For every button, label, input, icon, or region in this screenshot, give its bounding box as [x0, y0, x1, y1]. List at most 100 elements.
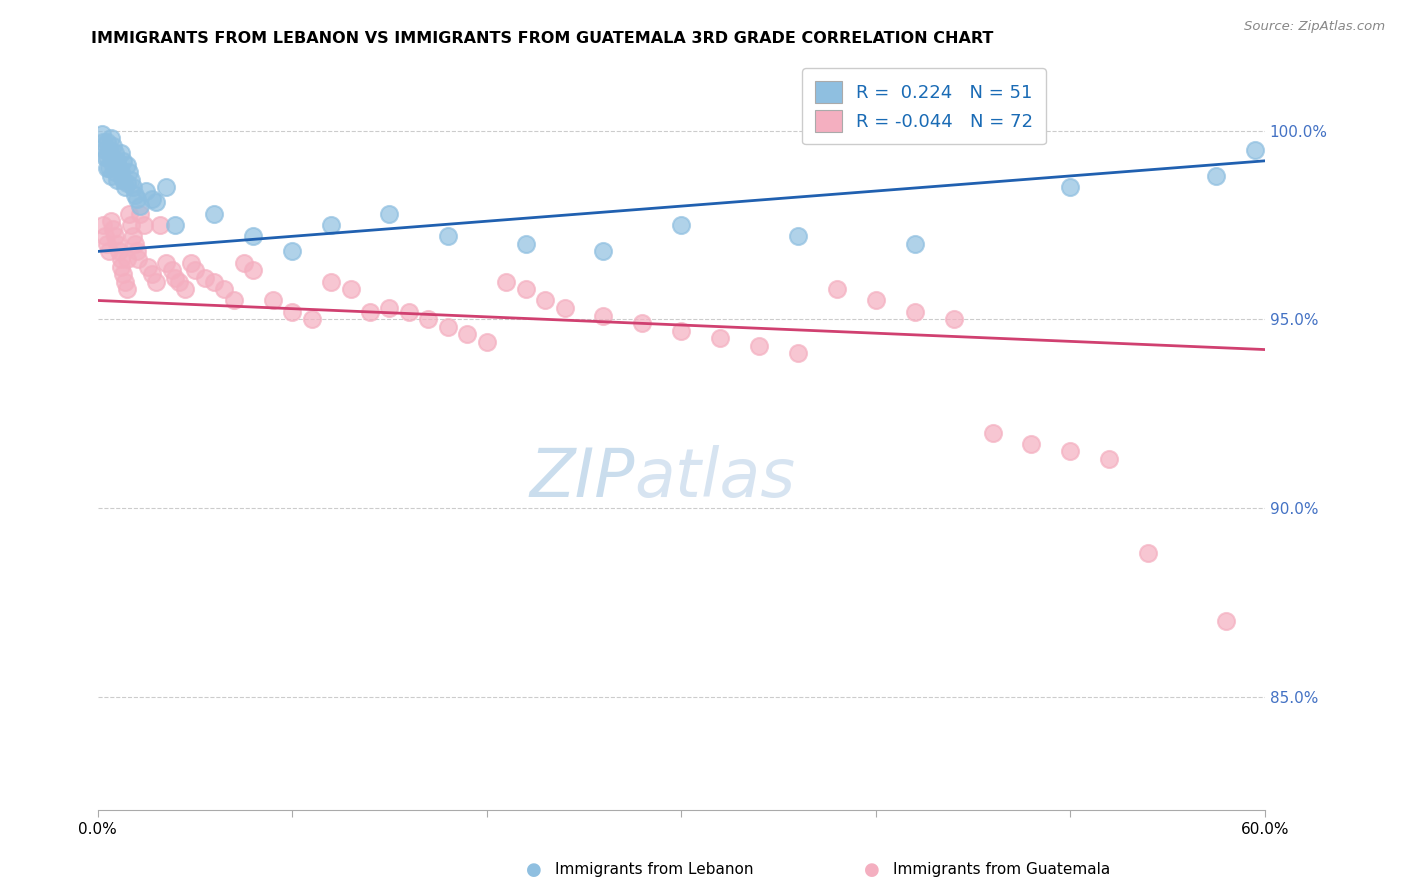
Point — [128, 252, 150, 266]
Point — [904, 236, 927, 251]
Point — [108, 161, 131, 176]
Point — [120, 172, 142, 186]
Point — [1059, 180, 1081, 194]
Point — [202, 275, 225, 289]
Point — [96, 161, 118, 176]
Point — [301, 312, 323, 326]
Point — [592, 244, 614, 259]
Point — [93, 135, 115, 149]
Point — [115, 282, 138, 296]
Point — [554, 301, 576, 315]
Point — [104, 146, 127, 161]
Point — [103, 221, 125, 235]
Point — [174, 282, 197, 296]
Point — [129, 207, 152, 221]
Point — [98, 161, 121, 176]
Point — [104, 165, 127, 179]
Point — [180, 256, 202, 270]
Point — [94, 150, 117, 164]
Point — [100, 131, 122, 145]
Point — [125, 192, 148, 206]
Point — [108, 244, 131, 259]
Point — [169, 275, 191, 289]
Point — [145, 275, 167, 289]
Point — [1215, 615, 1237, 629]
Point — [96, 236, 118, 251]
Point — [748, 339, 770, 353]
Point — [124, 236, 146, 251]
Point — [100, 150, 122, 164]
Point — [121, 229, 143, 244]
Point — [1098, 452, 1121, 467]
Point — [319, 218, 342, 232]
Point — [94, 143, 117, 157]
Point — [475, 334, 498, 349]
Point — [100, 214, 122, 228]
Text: ●: ● — [526, 861, 543, 879]
Point — [1137, 546, 1160, 560]
Point — [135, 184, 157, 198]
Point — [281, 244, 304, 259]
Point — [100, 169, 122, 183]
Point — [1021, 437, 1043, 451]
Point — [865, 293, 887, 308]
Legend: R =  0.224   N = 51, R = -0.044   N = 72: R = 0.224 N = 51, R = -0.044 N = 72 — [801, 68, 1046, 145]
Point — [110, 260, 132, 274]
Point — [184, 263, 207, 277]
Point — [103, 138, 125, 153]
Point — [1244, 143, 1267, 157]
Point — [155, 180, 177, 194]
Point — [114, 180, 136, 194]
Point — [121, 180, 143, 194]
Point — [631, 316, 654, 330]
Point — [339, 282, 361, 296]
Point — [825, 282, 848, 296]
Point — [709, 331, 731, 345]
Point — [787, 346, 810, 360]
Text: Immigrants from Lebanon: Immigrants from Lebanon — [555, 863, 754, 877]
Point — [110, 252, 132, 266]
Point — [103, 158, 125, 172]
Point — [111, 153, 134, 168]
Point — [378, 301, 401, 315]
Point — [398, 305, 420, 319]
Point — [125, 244, 148, 259]
Point — [134, 218, 156, 232]
Point — [456, 327, 478, 342]
Point — [98, 244, 121, 259]
Point — [94, 229, 117, 244]
Point — [495, 275, 517, 289]
Point — [118, 165, 141, 179]
Point — [212, 282, 235, 296]
Text: Source: ZipAtlas.com: Source: ZipAtlas.com — [1244, 20, 1385, 33]
Point — [671, 218, 693, 232]
Point — [160, 263, 183, 277]
Point — [105, 153, 128, 168]
Point — [671, 324, 693, 338]
Point — [165, 270, 187, 285]
Point — [120, 218, 142, 232]
Point — [202, 207, 225, 221]
Point — [262, 293, 284, 308]
Point — [359, 305, 381, 319]
Point — [281, 305, 304, 319]
Point — [110, 146, 132, 161]
Point — [515, 282, 537, 296]
Point — [141, 192, 163, 206]
Point — [378, 207, 401, 221]
Point — [904, 305, 927, 319]
Point — [105, 236, 128, 251]
Point — [98, 143, 121, 157]
Text: ●: ● — [863, 861, 880, 879]
Point — [1059, 444, 1081, 458]
Point — [96, 135, 118, 149]
Point — [242, 229, 264, 244]
Point — [194, 270, 217, 285]
Point — [90, 128, 112, 142]
Point — [145, 195, 167, 210]
Point — [105, 172, 128, 186]
Point — [155, 256, 177, 270]
Point — [136, 260, 159, 274]
Point — [111, 267, 134, 281]
Point — [242, 263, 264, 277]
